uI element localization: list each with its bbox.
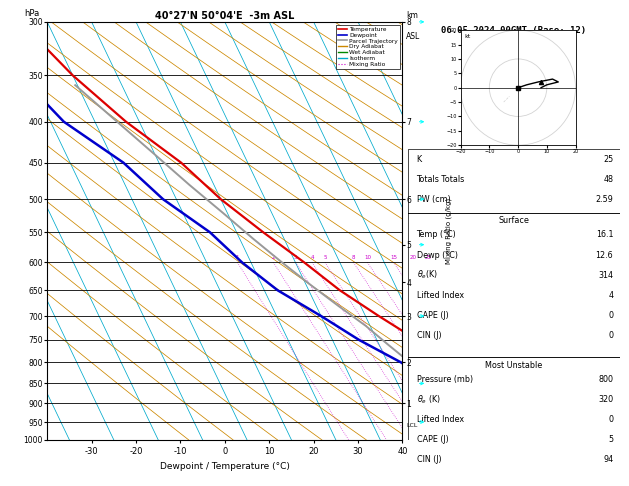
Text: K: K <box>416 155 421 164</box>
Text: 0: 0 <box>608 331 613 340</box>
Text: 16.1: 16.1 <box>596 230 613 240</box>
Text: Mixing Ratio (g/kg): Mixing Ratio (g/kg) <box>445 198 452 264</box>
Text: 94: 94 <box>603 455 613 464</box>
Text: Most Unstable: Most Unstable <box>485 361 542 370</box>
Text: 5: 5 <box>323 256 327 260</box>
Text: ASL: ASL <box>406 32 420 41</box>
Text: 25: 25 <box>603 155 613 164</box>
Text: 06.05.2024 00GMT (Base: 12): 06.05.2024 00GMT (Base: 12) <box>442 26 586 35</box>
Text: 314: 314 <box>598 271 613 279</box>
Text: 2: 2 <box>272 256 276 260</box>
Text: 0: 0 <box>608 415 613 424</box>
X-axis label: Dewpoint / Temperature (°C): Dewpoint / Temperature (°C) <box>160 462 290 471</box>
Text: Surface: Surface <box>498 216 529 226</box>
Text: 12.6: 12.6 <box>596 250 613 260</box>
Text: Lifted Index: Lifted Index <box>416 291 464 300</box>
Text: 5: 5 <box>608 435 613 444</box>
Text: LCL: LCL <box>406 423 418 428</box>
Title: 40°27'N 50°04'E  -3m ASL: 40°27'N 50°04'E -3m ASL <box>155 11 294 21</box>
Text: 10: 10 <box>364 256 371 260</box>
Text: Dewp (°C): Dewp (°C) <box>416 250 457 260</box>
Text: $\theta_e$ (K): $\theta_e$ (K) <box>416 393 440 406</box>
Text: 48: 48 <box>603 175 613 184</box>
Text: 1: 1 <box>236 256 239 260</box>
Text: CIN (J): CIN (J) <box>416 331 441 340</box>
Text: km: km <box>406 11 418 20</box>
Text: Lifted Index: Lifted Index <box>416 415 464 424</box>
Text: 4: 4 <box>608 291 613 300</box>
Text: Temp (°C): Temp (°C) <box>416 230 456 240</box>
Text: Pressure (mb): Pressure (mb) <box>416 375 472 384</box>
Text: CAPE (J): CAPE (J) <box>416 435 448 444</box>
Text: 25: 25 <box>425 256 431 260</box>
Text: 8: 8 <box>352 256 355 260</box>
Text: 15: 15 <box>390 256 397 260</box>
Text: 3: 3 <box>294 256 298 260</box>
Legend: Temperature, Dewpoint, Parcel Trajectory, Dry Adiabat, Wet Adiabat, Isotherm, Mi: Temperature, Dewpoint, Parcel Trajectory… <box>336 25 399 69</box>
Text: CIN (J): CIN (J) <box>416 455 441 464</box>
Text: 20: 20 <box>409 256 416 260</box>
Text: 0: 0 <box>608 311 613 320</box>
Text: CAPE (J): CAPE (J) <box>416 311 448 320</box>
Text: Totals Totals: Totals Totals <box>416 175 465 184</box>
Text: $\theta_e$(K): $\theta_e$(K) <box>416 269 438 281</box>
Text: 4: 4 <box>310 256 314 260</box>
Text: 320: 320 <box>598 395 613 404</box>
Text: PW (cm): PW (cm) <box>416 195 450 204</box>
Text: 2.59: 2.59 <box>595 195 613 204</box>
Text: 800: 800 <box>598 375 613 384</box>
Text: hPa: hPa <box>24 9 40 17</box>
